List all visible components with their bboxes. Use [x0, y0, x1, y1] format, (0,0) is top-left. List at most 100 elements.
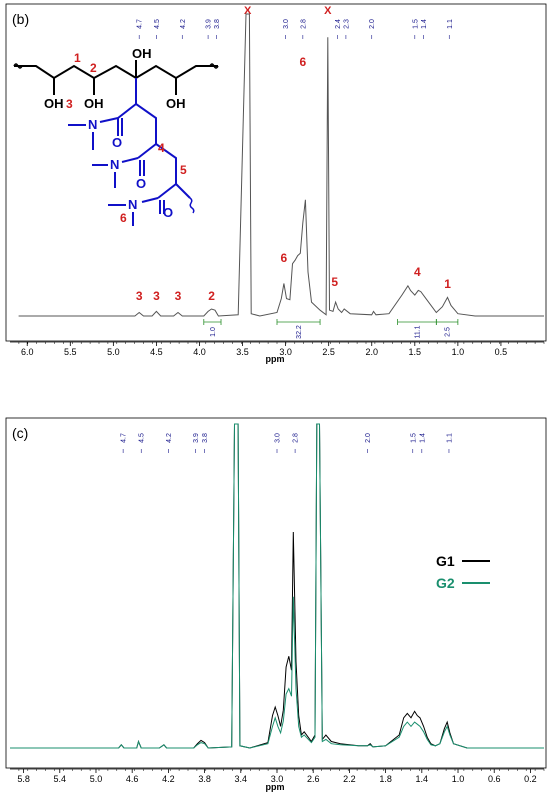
peak-assignment-label: 3 — [136, 289, 143, 303]
panel-b: (b) 4.7 4.5 4.2 3.9 3.8 3.0 2.8 2.4 2.3 2.0 1.5 1.4… — [5, 3, 547, 364]
panel-c-x-axis: 5.8 5.4 5.0 4.6 4.2 3.8 3.4 3.0 2.6 2.2 1.8 1.4 1.0 0… — [10, 768, 545, 784]
peak-label: 3.8 — [214, 19, 221, 29]
panel-c-x-label: ppm — [266, 782, 285, 792]
x-tick-label: 0.2 — [524, 774, 537, 784]
x-tick-label: 2.2 — [343, 774, 356, 784]
panel-b-x-axis: 6.0 5.5 5.0 4.5 4.0 3.5 3.0 2.5 2.0 1.5 1.0 0.5 — [10, 341, 545, 357]
struct-num-6: 6 — [120, 211, 127, 225]
x-tick-label: 3.0 — [271, 774, 284, 784]
n-3: N — [128, 197, 137, 212]
x-tick-label: 6.0 — [21, 347, 34, 357]
peak-assignment-label: 1 — [444, 277, 451, 291]
x-tick-label: 4.0 — [193, 347, 206, 357]
peak-label: 1.1 — [447, 19, 454, 29]
peak-label: 1.5 — [410, 433, 417, 443]
x-tick-label: 3.0 — [279, 347, 292, 357]
struct-num-5: 5 — [180, 163, 187, 177]
peak-assignment-label: 5 — [331, 275, 338, 289]
o-1: O — [112, 135, 122, 150]
amide-3-bond — [157, 183, 177, 199]
peak-label: 2.3 — [343, 19, 350, 29]
peak-label: 2.4 — [335, 19, 342, 29]
peak-label: 2.8 — [300, 19, 307, 29]
chemical-structure: OH OH OH OH O N O N — [13, 46, 219, 226]
legend-label: G1 — [436, 553, 455, 569]
peak-label: 3.0 — [283, 19, 290, 29]
peak-label: 4.5 — [154, 19, 161, 29]
struct-num-1: 1 — [74, 51, 81, 65]
peak-label: 3.9 — [193, 433, 200, 443]
oh-top: OH — [132, 46, 152, 61]
panel-b-integrals: 1.0 32.2 11.1 2.5 — [203, 319, 459, 339]
peak-label: 1.5 — [412, 19, 419, 29]
peak-label: 4.2 — [166, 433, 173, 443]
peak-label: 1.4 — [419, 433, 426, 443]
amide-1-cn — [99, 117, 119, 123]
series-line-G2 — [10, 423, 544, 749]
peak-label: 4.2 — [180, 19, 187, 29]
x-tick-label: 1.0 — [452, 347, 465, 357]
peak-label: 1.1 — [446, 433, 453, 443]
o-2: O — [136, 176, 146, 191]
integral-value: 2.5 — [445, 327, 452, 337]
graft-chain-bond — [135, 78, 177, 184]
x-tick-label: 3.4 — [235, 774, 248, 784]
peak-label: 3.9 — [206, 19, 213, 29]
backbone-bond — [14, 64, 218, 80]
x-tick-label: 5.0 — [107, 347, 120, 357]
oh-1: OH — [44, 96, 64, 111]
panel-c-label: (c) — [12, 425, 28, 441]
peak-assignment-label: 3 — [175, 289, 182, 303]
x-tick-label: 3.8 — [198, 774, 211, 784]
struct-num-3: 3 — [66, 97, 73, 111]
peak-label: 4.7 — [121, 433, 128, 443]
peak-label: 1.4 — [421, 19, 428, 29]
truncated-peak-marker: X — [244, 5, 252, 17]
peak-assignment-label: 3 — [153, 289, 160, 303]
n-2: N — [110, 157, 119, 172]
x-tick-label: 1.5 — [409, 347, 422, 357]
x-tick-label: 0.5 — [495, 347, 508, 357]
chain-terminal-bond — [175, 183, 191, 199]
amide-2-cn — [121, 157, 139, 163]
panel-c-peak-labels: 4.7 4.5 4.2 3.9 3.8 3.0 2.8 2.0 1.5 1.4 1.1 — [121, 433, 453, 453]
integral-value: 32.2 — [296, 325, 303, 339]
panel-b-label: (b) — [12, 11, 29, 27]
truncated-peak-marker: X — [324, 5, 332, 17]
peak-assignment-label: 6 — [299, 55, 306, 69]
x-tick-label: 4.2 — [162, 774, 175, 784]
peak-label: 3.8 — [202, 433, 209, 443]
peak-assignment-label: 4 — [414, 265, 421, 279]
x-tick-label: 1.8 — [379, 774, 392, 784]
integral-value: 1.0 — [210, 327, 217, 337]
x-tick-label: 2.0 — [365, 347, 378, 357]
series-line-0 — [18, 13, 544, 317]
peak-assignment-label: 2 — [208, 289, 215, 303]
peak-assignment-label: 6 — [281, 251, 288, 265]
panel-b-x-label: ppm — [266, 354, 285, 364]
series-line-G1 — [10, 423, 544, 749]
x-tick-label: 5.4 — [54, 774, 67, 784]
panel-b-peak-labels: 4.7 4.5 4.2 3.9 3.8 3.0 2.8 2.4 2.3 2.0 1.5 1.4 1.1 X… — [137, 5, 454, 39]
x-tick-label: 5.0 — [90, 774, 103, 784]
peak-label: 3.0 — [275, 433, 282, 443]
panel-c-frame — [5, 417, 547, 769]
x-tick-label: 2.5 — [322, 347, 335, 357]
oh-3: OH — [166, 96, 186, 111]
panel-c-spectrum — [10, 423, 544, 749]
amide-2-bond — [137, 143, 157, 159]
peak-label: 2.0 — [365, 433, 372, 443]
amide-3-cn — [141, 197, 159, 203]
panel-b-spectrum — [18, 13, 544, 317]
amide-1-bond — [117, 103, 137, 119]
x-tick-label: 4.6 — [126, 774, 139, 784]
o-3: O — [163, 205, 173, 220]
n-1: N — [88, 117, 97, 132]
integral-value: 11.1 — [414, 325, 421, 338]
peak-label: 4.5 — [139, 433, 146, 443]
x-tick-label: 3.5 — [236, 347, 249, 357]
wavy-end-left — [13, 63, 23, 69]
